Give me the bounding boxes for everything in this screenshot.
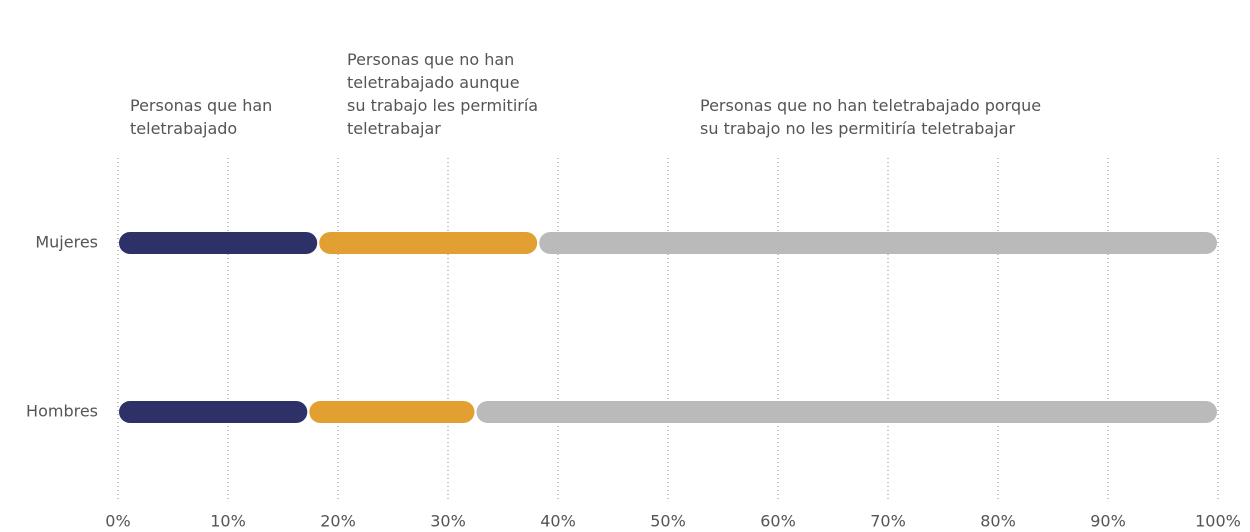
bar-segment (309, 401, 475, 423)
x-tick-label: 40% (540, 512, 576, 531)
x-tick-label: 30% (430, 512, 466, 531)
legend-label: Personas que han teletrabajado (130, 96, 273, 138)
bar-segment (319, 232, 538, 254)
bar-segment (539, 232, 1217, 254)
bar-segment (476, 401, 1217, 423)
x-tick-label: 50% (650, 512, 686, 531)
category-label: Hombres (26, 402, 98, 421)
x-tick-label: 80% (980, 512, 1016, 531)
x-tick-label: 70% (870, 512, 906, 531)
x-tick-label: 60% (760, 512, 796, 531)
x-tick-label: 0% (105, 512, 130, 531)
x-tick-label: 20% (320, 512, 356, 531)
bar-segment (119, 232, 318, 254)
legend-label: Personas que no han teletrabajado porque… (700, 96, 1042, 138)
x-tick-label: 10% (210, 512, 246, 531)
legend-label: Personas que no han teletrabajado aunque… (347, 50, 539, 138)
category-label: Mujeres (35, 233, 98, 252)
x-tick-label: 90% (1090, 512, 1126, 531)
bar-segment (119, 401, 308, 423)
x-tick-label: 100% (1195, 512, 1241, 531)
